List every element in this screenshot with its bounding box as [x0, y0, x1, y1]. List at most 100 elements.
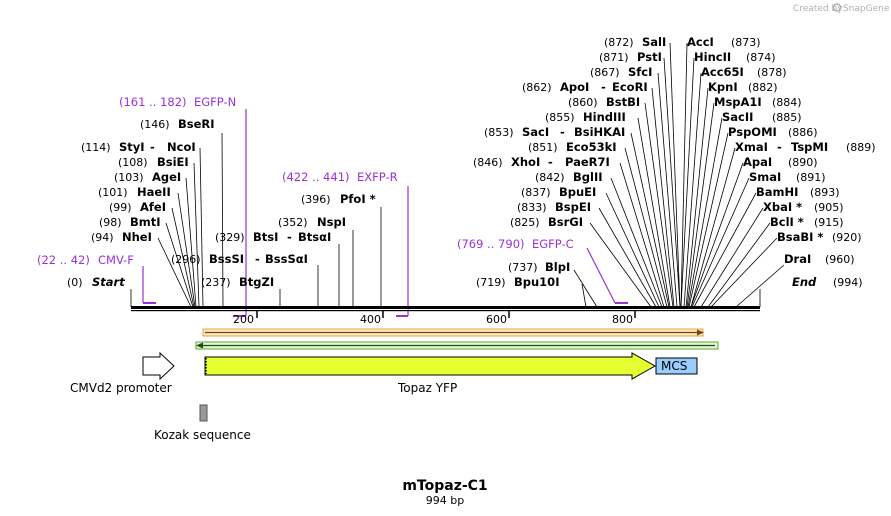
enzyme-name: BseRI	[178, 117, 215, 131]
enzyme-name: PspOMI	[728, 125, 777, 139]
enzyme-position: (719)	[476, 276, 506, 289]
enzyme-position: (882)	[748, 81, 778, 94]
enzyme-position: (874)	[746, 51, 776, 64]
enzyme-name: Acc65I	[701, 65, 744, 79]
enzyme-position: (855)	[545, 111, 575, 124]
enzyme-name: BlpI	[545, 260, 570, 274]
enzyme-name: ApaI	[743, 155, 772, 169]
enzyme-position: (103)	[114, 171, 144, 184]
credit-brand: SnapGene	[843, 4, 890, 14]
enzyme-position: (296)	[171, 253, 201, 266]
enzyme-position: (889)	[846, 141, 876, 154]
enzyme-name: XbaI *	[763, 200, 802, 214]
enzyme-name: BsiEI	[157, 155, 189, 169]
enzyme-name: BspEI	[555, 200, 591, 214]
primer-name: EGFP-N	[194, 95, 236, 109]
enzyme-name: BsrGI	[548, 215, 583, 229]
svg-text:-: -	[548, 155, 553, 169]
enzyme-name: End	[792, 275, 817, 289]
enzyme-name: BssSαI	[265, 252, 308, 266]
enzyme-position: (0)	[67, 276, 83, 289]
enzyme-position: (871)	[599, 51, 629, 64]
plasmid-length: 994 bp	[426, 494, 464, 507]
enzyme-position: (890)	[788, 156, 818, 169]
enzyme-name: AccI	[687, 35, 714, 49]
enzyme-position: (862)	[522, 81, 552, 94]
primer-markers	[142, 109, 628, 317]
enzyme-name: PstI	[637, 50, 662, 64]
enzyme-labels-ends: (0) Start End (994)	[67, 275, 863, 289]
enzyme-name: SacII	[722, 110, 753, 124]
ruler: 200 400 600 800	[233, 311, 636, 326]
enzyme-name: BpuEI	[559, 185, 596, 199]
enzyme-name: NspI	[317, 215, 346, 229]
primer-name: EGFP-C	[532, 237, 574, 251]
ruler-tick-label: 200	[233, 313, 254, 326]
enzyme-name: BclI *	[770, 215, 804, 229]
enzyme-position: (960)	[825, 253, 855, 266]
orf-reverse[interactable]	[195, 341, 719, 350]
enzyme-position: (893)	[810, 186, 840, 199]
enzyme-name: TspMI	[791, 140, 828, 154]
enzyme-position: (905)	[814, 201, 844, 214]
enzyme-name: Start	[92, 275, 125, 289]
enzyme-name: BstBI	[606, 95, 640, 109]
enzyme-name: SfcI	[628, 65, 652, 79]
enzyme-name: StyI	[119, 140, 145, 154]
enzyme-name: XhoI	[511, 155, 540, 169]
svg-text:-: -	[601, 80, 606, 94]
enzyme-position: (396)	[301, 193, 331, 206]
enzyme-name: Bpu10I	[514, 275, 559, 289]
enzyme-name: NcoI	[167, 140, 196, 154]
enzyme-position: (99)	[109, 201, 132, 214]
enzyme-position: (878)	[757, 66, 787, 79]
kozak-label: Kozak sequence	[154, 428, 251, 442]
feature-mcs[interactable]: MCS	[655, 357, 698, 375]
svg-text:-: -	[255, 252, 260, 266]
enzyme-position: (114)	[81, 141, 111, 154]
enzyme-position: (920)	[832, 231, 862, 244]
enzyme-position: (842)	[535, 171, 565, 184]
feature-cmv-promoter[interactable]	[142, 351, 175, 381]
enzyme-name: SacI	[522, 125, 549, 139]
enzyme-position: (873)	[731, 36, 761, 49]
enzyme-name: BtgZI	[239, 275, 274, 289]
feature-topaz-yfp[interactable]	[204, 352, 657, 380]
feature-kozak[interactable]	[199, 404, 208, 422]
enzyme-name: MspA1I	[714, 95, 762, 109]
enzyme-position: (837)	[521, 186, 551, 199]
enzyme-labels-mcs-right: AccI (873) HincII (874) Acc65I (878) Kpn…	[687, 35, 876, 266]
enzyme-position: (825)	[510, 216, 540, 229]
enzyme-position: (833)	[517, 201, 547, 214]
enzyme-name: BsiHKAI	[574, 125, 625, 139]
enzyme-labels-mid: (237) BtgZI (296) BssSI - BssSαI (329) B…	[171, 192, 376, 289]
primer-range: (422 .. 441)	[282, 170, 350, 184]
enzyme-name: PaeR7I	[565, 155, 610, 169]
enzyme-position: (108)	[118, 156, 148, 169]
enzyme-name: ApoI	[560, 80, 589, 94]
enzyme-position: (146)	[140, 118, 170, 131]
enzyme-name: AfeI	[140, 200, 166, 214]
enzyme-position: (885)	[772, 111, 802, 124]
enzyme-position: (94)	[91, 231, 114, 244]
enzyme-labels-left: (94) NheI (98) BmtI (99) AfeI (101) HaeI…	[81, 117, 215, 244]
enzyme-position: (851)	[528, 141, 558, 154]
primer-egfpc-line	[586, 247, 616, 304]
primer-range: (161 .. 182)	[119, 95, 187, 109]
primer-range: (769 .. 790)	[457, 237, 525, 251]
svg-text:-: -	[777, 140, 782, 154]
ruler-tick-label: 800	[612, 313, 633, 326]
enzyme-position: (891)	[796, 171, 826, 184]
orf-forward[interactable]	[202, 328, 704, 337]
enzyme-position: (915)	[814, 216, 844, 229]
credit-created-by: Created by	[793, 4, 843, 14]
enzyme-name: BssSI	[209, 252, 244, 266]
enzyme-position: (860)	[568, 96, 598, 109]
enzyme-name: DraI	[784, 252, 811, 266]
enzyme-position: (352)	[278, 216, 308, 229]
enzyme-position: (737)	[508, 261, 538, 274]
plasmid-name: mTopaz-C1	[402, 478, 487, 494]
enzyme-position: (98)	[99, 216, 122, 229]
enzyme-position: (846)	[473, 156, 503, 169]
